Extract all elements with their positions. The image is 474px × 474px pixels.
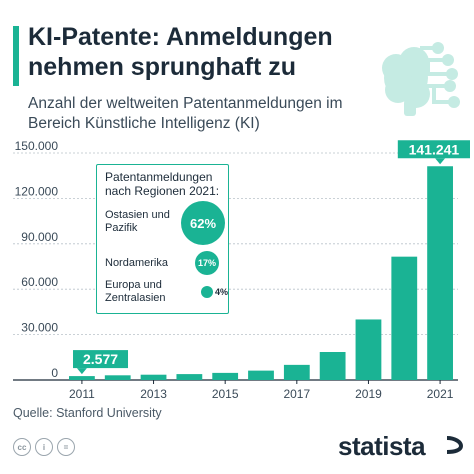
callout-2011: 2.577 bbox=[73, 350, 129, 375]
x-tick-label: 2013 bbox=[140, 387, 167, 401]
y-tick-label: 120.000 bbox=[15, 184, 59, 198]
bar-2020 bbox=[391, 256, 418, 380]
y-tick-label: 0 bbox=[51, 366, 58, 380]
y-tick-label: 30.000 bbox=[21, 321, 58, 335]
bar-2017 bbox=[283, 364, 310, 380]
bar-2012 bbox=[104, 375, 131, 380]
nd-icon[interactable]: = bbox=[57, 438, 75, 456]
x-tick-label: 2011 bbox=[69, 387, 95, 401]
y-tick-label: 150.000 bbox=[15, 139, 59, 153]
callout-label: 141.241 bbox=[409, 141, 460, 157]
legend-label-nordamerika: Nordamerika bbox=[105, 257, 168, 269]
callout-2021: 141.241 bbox=[397, 140, 470, 165]
bar-2019 bbox=[355, 319, 382, 380]
legend-bubble-nordamerika: 17% bbox=[195, 251, 219, 275]
region-legend: Patentanmeldungen nach Regionen 2021: Os… bbox=[96, 164, 229, 314]
legend-label-europa: Europa und Zentralasien bbox=[105, 279, 166, 304]
brain-circuit-icon bbox=[382, 42, 460, 116]
callout-label: 2.577 bbox=[83, 351, 118, 367]
chart-subtitle: Anzahl der weltweiten Patentanmeldungen … bbox=[28, 95, 343, 132]
bar-2011 bbox=[69, 376, 95, 380]
legend-title: Patentanmeldungen nach Regionen 2021: bbox=[105, 170, 220, 198]
bar-2016 bbox=[248, 370, 274, 380]
bar-2018 bbox=[319, 352, 346, 380]
legend-bubble-europa bbox=[201, 286, 213, 298]
source-note: Quelle: Stanford University bbox=[13, 406, 162, 420]
cc-icon[interactable]: cc bbox=[13, 438, 31, 456]
bar-2013 bbox=[140, 374, 167, 380]
bar-2015 bbox=[212, 372, 239, 380]
y-tick-label: 60.000 bbox=[21, 275, 58, 289]
y-tick-label: 90.000 bbox=[21, 230, 58, 244]
x-tick-label: 2015 bbox=[212, 387, 239, 401]
legend-label-ostasien: Ostasien und Pazifik bbox=[105, 209, 170, 234]
x-tick-label: 2021 bbox=[427, 387, 454, 401]
callout-box bbox=[397, 140, 470, 159]
license-icons: cc i = bbox=[13, 438, 75, 456]
by-icon[interactable]: i bbox=[35, 438, 53, 456]
legend-bubble-ostasien: 62% bbox=[181, 201, 225, 245]
callout-pointer bbox=[435, 158, 446, 165]
x-tick-label: 2017 bbox=[283, 387, 310, 401]
callout-box bbox=[73, 350, 129, 369]
chart-title: KI-Patente: Anmeldungen nehmen sprunghaf… bbox=[28, 23, 333, 81]
bar-2014 bbox=[176, 374, 203, 380]
statista-logo-mark bbox=[446, 436, 463, 454]
callout-pointer bbox=[76, 368, 87, 375]
x-tick-label: 2019 bbox=[355, 387, 382, 401]
statista-logo[interactable]: statista bbox=[338, 431, 426, 461]
title-accent-bar bbox=[13, 26, 19, 86]
bar-2021 bbox=[427, 166, 453, 380]
legend-share-europa: 4% bbox=[215, 287, 229, 297]
